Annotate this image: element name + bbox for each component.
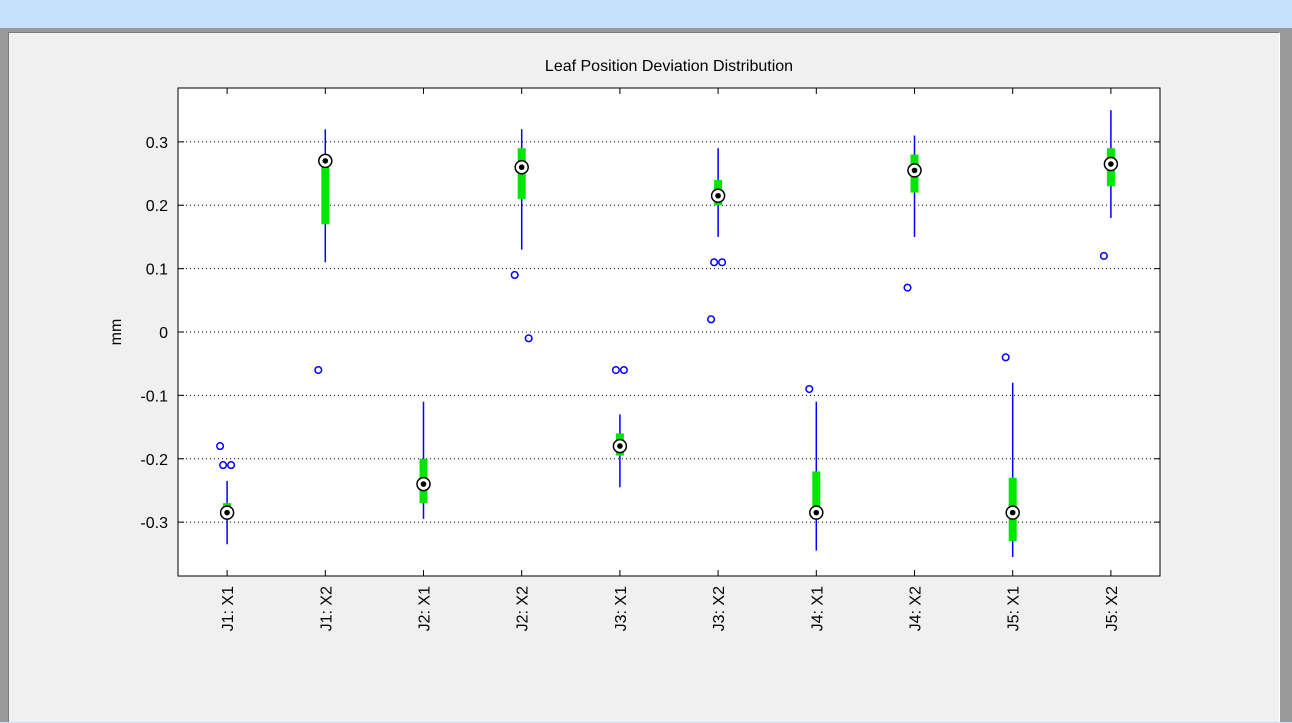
- median-dot: [1108, 161, 1114, 167]
- box-group: [1001, 353, 1020, 557]
- box-group: [314, 129, 333, 375]
- y-tick-label: 0.3: [146, 135, 168, 152]
- x-tick-label: J2: X2: [515, 586, 532, 631]
- box-group: [510, 129, 533, 343]
- box-group: [1099, 110, 1119, 260]
- outlier-point: [611, 365, 620, 375]
- box-group: [903, 135, 922, 292]
- x-tick-label: J5: X1: [1006, 586, 1023, 631]
- median-dot: [224, 509, 230, 516]
- outlier-point: [619, 365, 628, 375]
- box-iqr: [321, 167, 330, 225]
- outlier-point: [227, 461, 236, 470]
- box-group: [805, 384, 824, 551]
- outlier-point: [510, 270, 519, 280]
- x-tick-label: J2: X1: [417, 586, 434, 631]
- x-tick-label: J3: X2: [711, 586, 728, 631]
- outlier-point: [524, 334, 533, 343]
- plot-area: [178, 88, 1160, 576]
- boxplot-chart: -0.3 -0.2 -0.1 0 0.1 0.2 0.3 J1: X1 J1: X2 J2: X1…: [108, 58, 1161, 631]
- outlier-point: [707, 315, 716, 324]
- median-dot: [911, 167, 918, 174]
- y-tick-label: -0.2: [140, 452, 168, 469]
- outlier-point: [718, 258, 727, 267]
- x-tick-label: J1: X1: [220, 586, 237, 631]
- axes-frame: [177, 87, 1161, 577]
- x-tick-label: J4: X2: [908, 586, 925, 631]
- box-group: [216, 442, 236, 545]
- median-dot: [322, 158, 329, 164]
- box-iqr: [812, 471, 821, 516]
- outlier-point: [314, 365, 323, 375]
- y-axis-label: mm: [108, 319, 125, 346]
- median-dot: [1009, 509, 1016, 516]
- chart-title: Leaf Position Deviation Distribution: [545, 58, 793, 75]
- figure-panel: -0.3 -0.2 -0.1 0 0.1 0.2 0.3 J1: X1 J1: X2 J2: X1…: [8, 32, 1280, 722]
- y-tick-label: 0: [159, 325, 168, 342]
- box-group: [611, 365, 628, 488]
- window-frame: -0.3 -0.2 -0.1 0 0.1 0.2 0.3 J1: X1 J1: X2 J2: X1…: [0, 28, 1292, 722]
- box-group: [707, 148, 727, 324]
- y-tick-label: 0.2: [146, 198, 168, 215]
- y-tick-label: -0.3: [140, 515, 168, 532]
- x-tick-label: J5: X2: [1104, 586, 1121, 631]
- x-tick-label: J1: X2: [318, 586, 335, 631]
- outlier-point: [903, 283, 912, 292]
- median-dot: [813, 509, 820, 516]
- outlier-point: [710, 258, 719, 267]
- outlier-point: [1099, 251, 1108, 260]
- outlier-point: [1001, 353, 1010, 362]
- x-tick-label: J3: X1: [613, 586, 630, 631]
- x-tick-label: J4: X1: [809, 586, 826, 631]
- outlier-point: [805, 384, 814, 394]
- outlier-point: [219, 461, 228, 470]
- median-dot: [715, 192, 721, 199]
- y-tick-label: -0.1: [140, 388, 168, 405]
- median-dot: [617, 443, 623, 449]
- y-tick-label: 0.1: [146, 262, 168, 279]
- outlier-point: [216, 442, 225, 451]
- median-dot: [518, 164, 525, 171]
- median-dot: [420, 481, 427, 487]
- box-group: [416, 401, 431, 519]
